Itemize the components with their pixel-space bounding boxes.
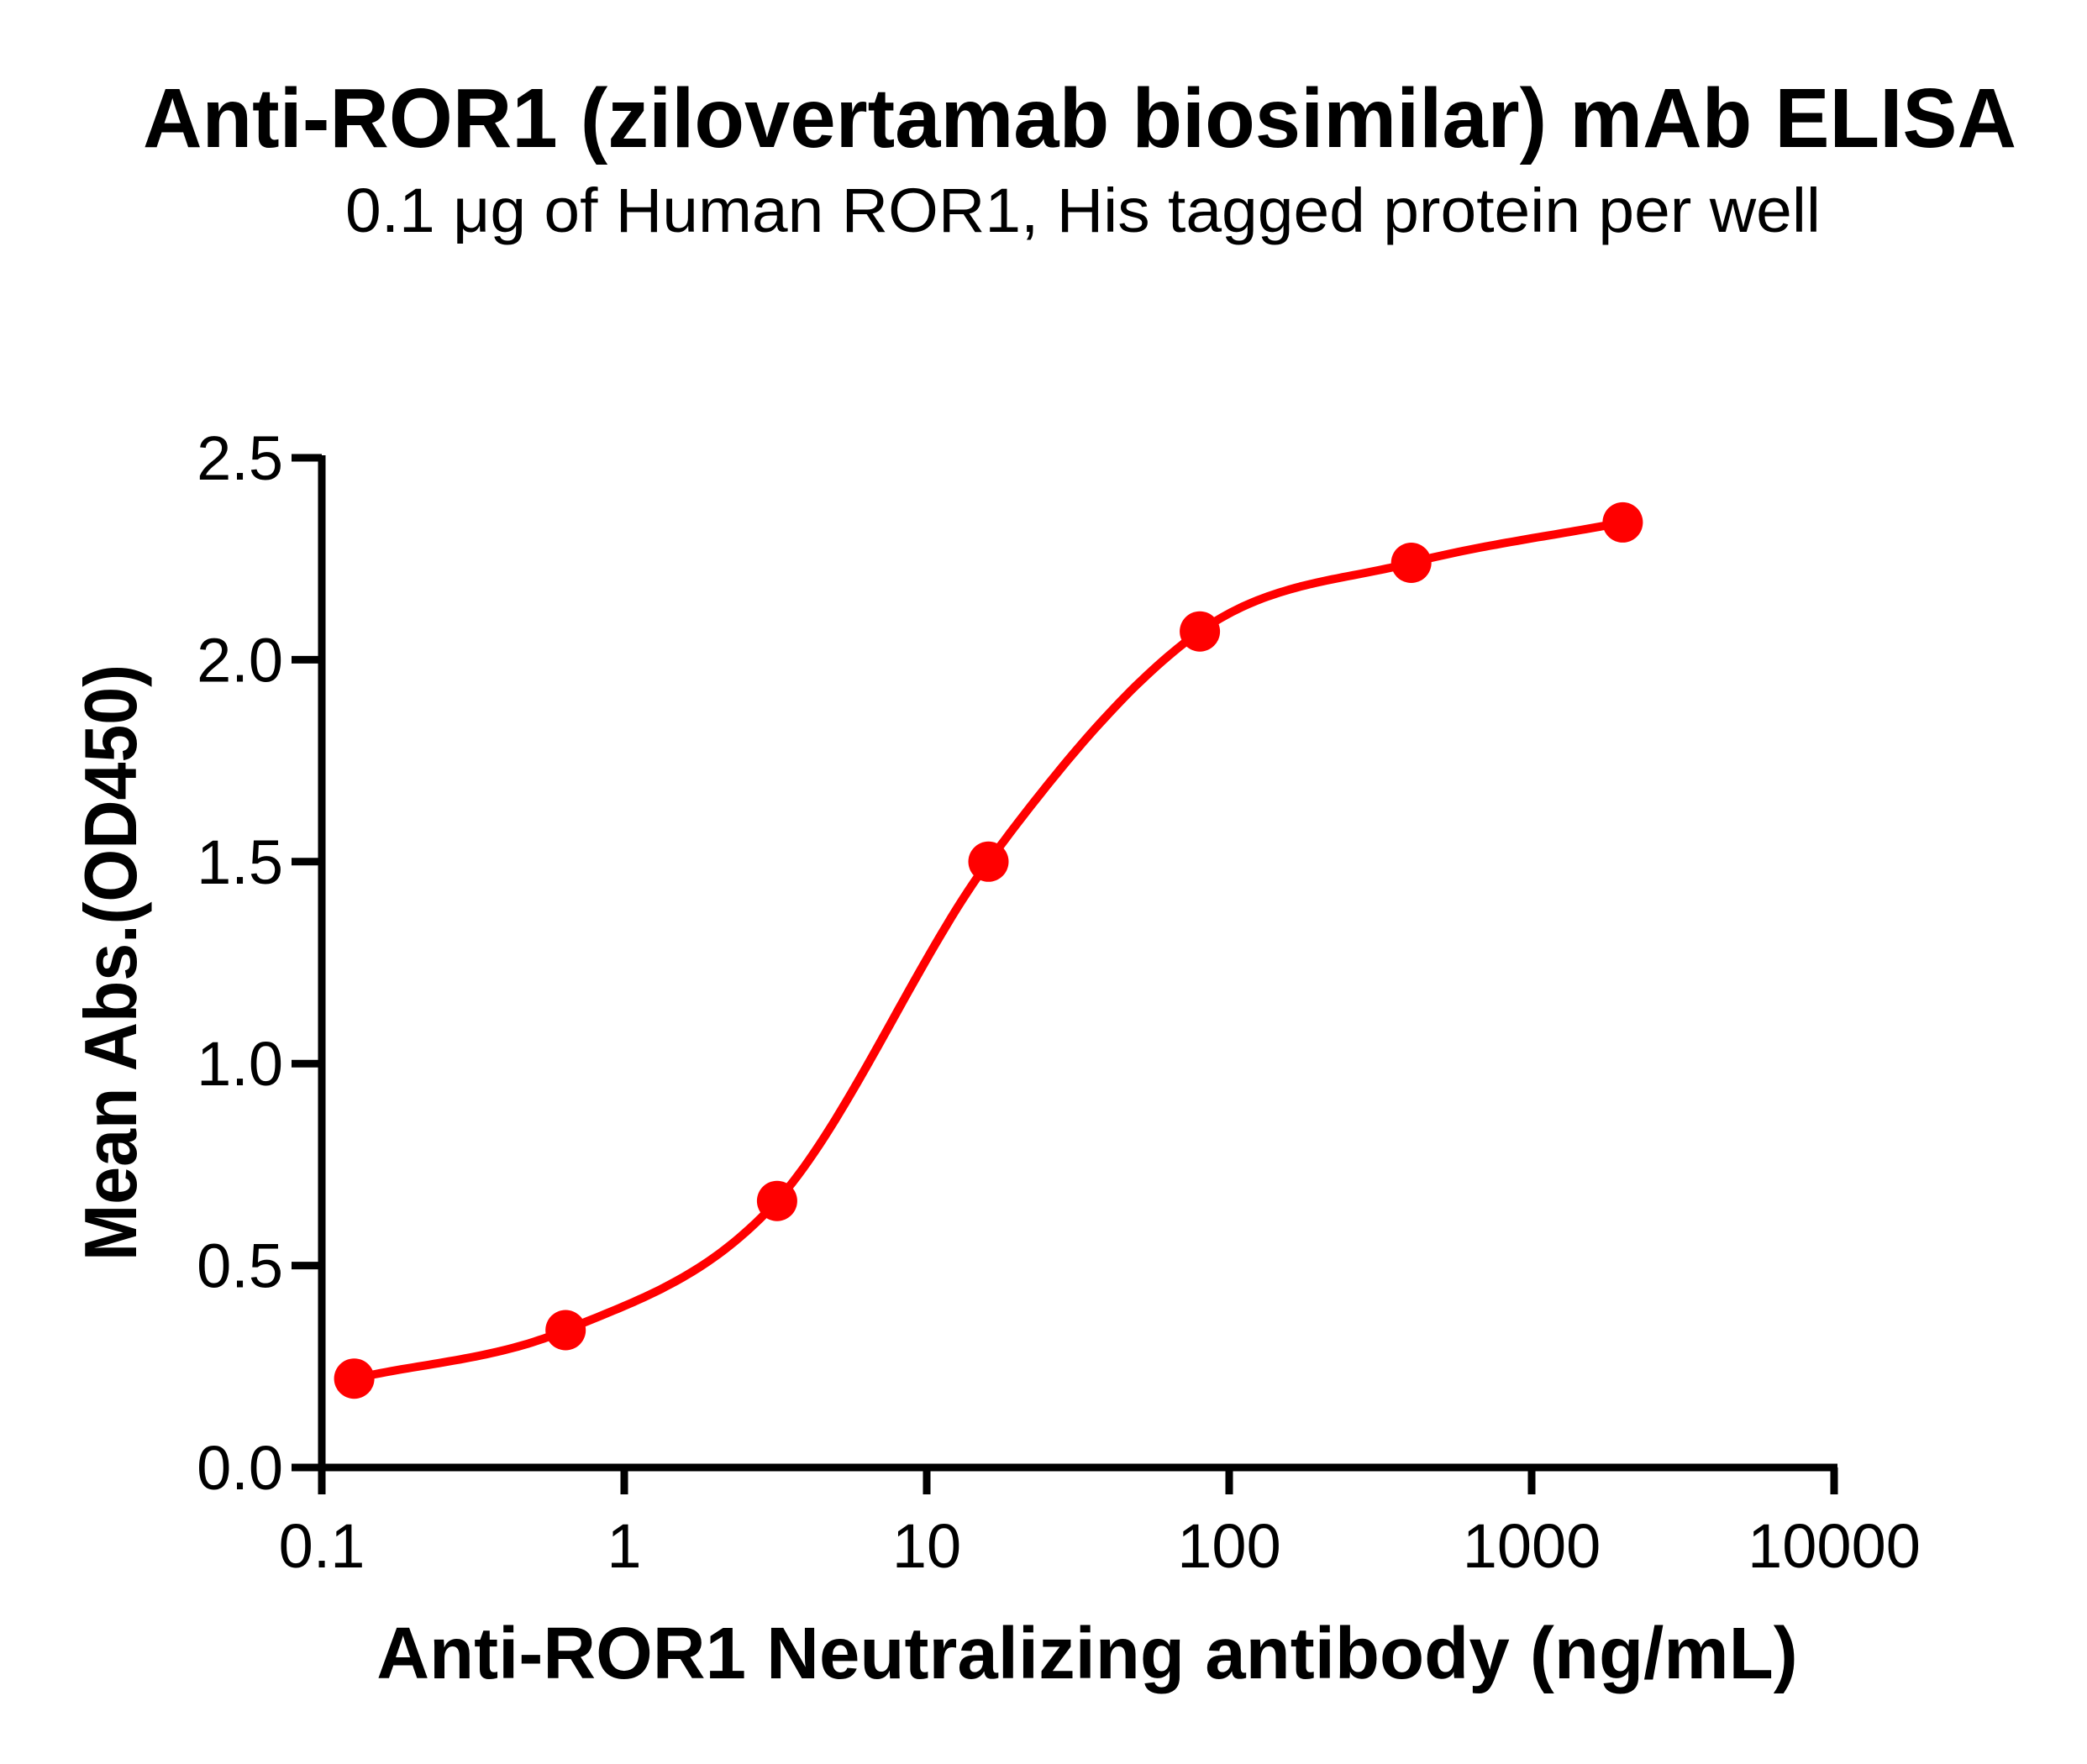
x-tick-group: 0.1 1 10 100 1000 10000	[279, 1467, 1921, 1581]
y-axis-title: Mean Abs.(OD450)	[69, 664, 152, 1261]
x-axis-title: Anti-ROR1 Neutralizing antibody (ng/mL)	[376, 1613, 1798, 1694]
data-point-marker	[1390, 543, 1432, 583]
data-point-marker	[1180, 611, 1221, 652]
fit-curve	[350, 517, 1627, 1383]
y-tick-label: 1.5	[197, 827, 283, 897]
x-tick-label: 100	[1177, 1511, 1280, 1581]
data-point-marker	[756, 1180, 797, 1221]
data-point-marker	[1602, 501, 1643, 543]
series-layer	[334, 501, 1643, 1399]
y-tick-label: 1.0	[197, 1029, 283, 1099]
y-axis: 0.0 0.5 1.0 1.5 2.0 2.5 Mean Abs.(OD450)	[69, 423, 326, 1503]
x-tick-label: 0.1	[279, 1511, 365, 1581]
y-tick-label: 2.0	[197, 625, 283, 695]
y-tick-label: 0.0	[197, 1433, 283, 1503]
y-tick-group: 0.0 0.5 1.0 1.5 2.0 2.5	[197, 423, 322, 1503]
x-tick-label: 10	[892, 1511, 961, 1581]
x-axis: 0.1 1 10 100 1000 10000 Anti-ROR1 Neutralizin…	[279, 1463, 1921, 1694]
x-tick-label: 1	[607, 1511, 641, 1581]
y-tick-label: 2.5	[197, 423, 283, 493]
data-point-marker	[545, 1310, 586, 1351]
x-tick-label: 10000	[1748, 1511, 1921, 1581]
data-point-marker	[334, 1358, 375, 1399]
chart-subtitle: 0.1 μg of Human ROR1, His tagged protein…	[345, 176, 1821, 245]
x-tick-label: 1000	[1463, 1511, 1601, 1581]
y-tick-label: 0.5	[197, 1231, 283, 1301]
data-point-marker	[968, 841, 1009, 882]
chart-title: Anti-ROR1 (zilovertamab biosimilar) mAb …	[143, 71, 2016, 165]
